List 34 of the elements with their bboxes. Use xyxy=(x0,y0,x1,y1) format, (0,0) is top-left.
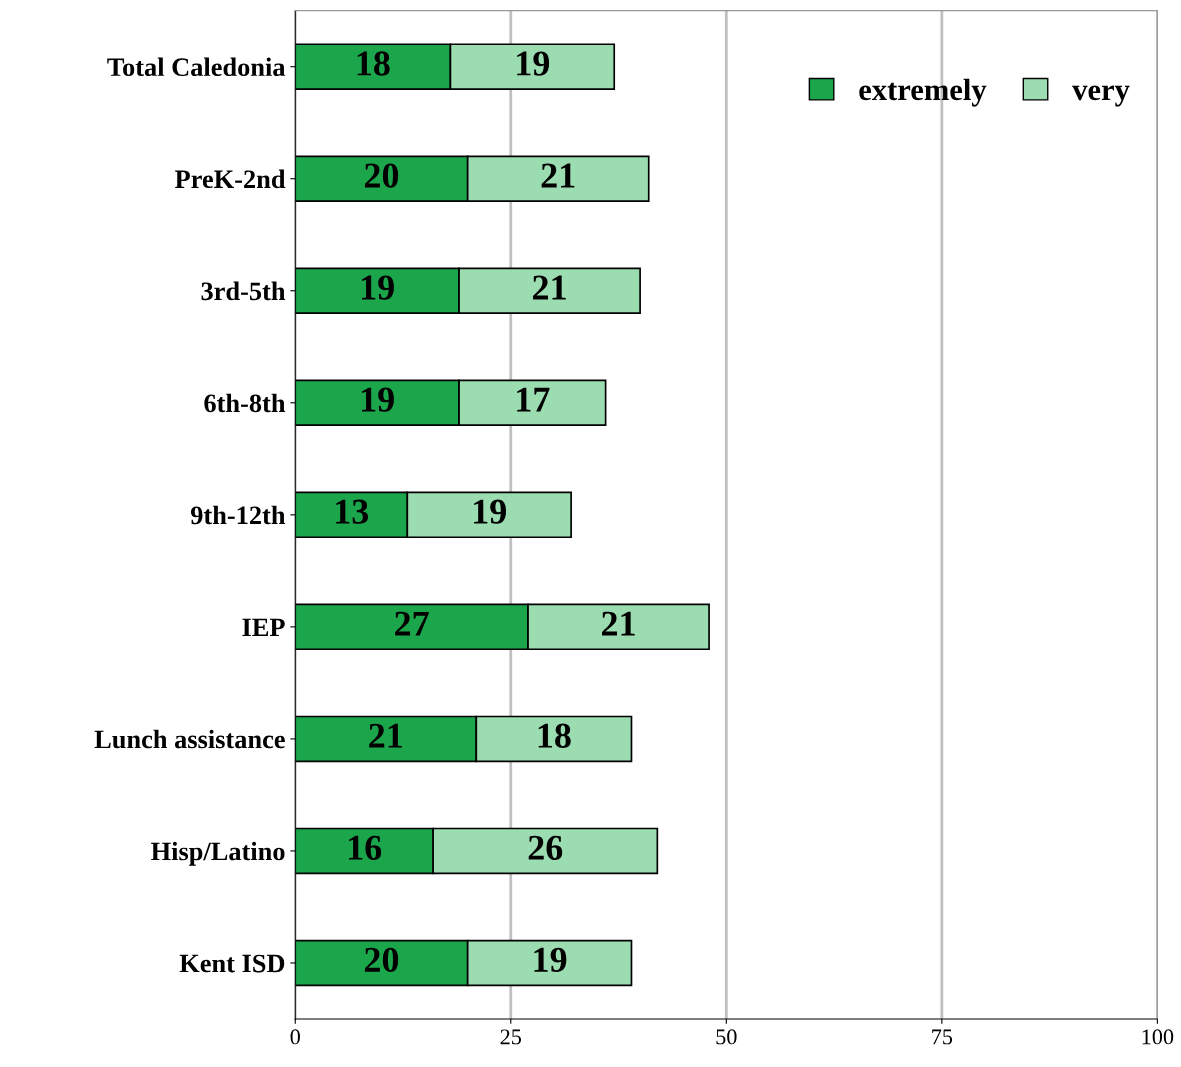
data-label: 18 xyxy=(357,51,390,76)
data-label: 19 xyxy=(517,51,550,76)
data-label: 19 xyxy=(361,387,394,412)
x-tick-label: 75 xyxy=(932,1029,953,1045)
data-label: 13 xyxy=(336,499,369,524)
x-tick-label: 0 xyxy=(290,1029,300,1045)
y-tick-label: Lunch assistance xyxy=(94,729,285,749)
y-tick-label: Hisp/Latino xyxy=(151,841,285,866)
y-tick-label: 3rd-5th xyxy=(201,281,286,301)
data-label: 19 xyxy=(361,275,394,300)
data-label: 17 xyxy=(517,387,550,412)
data-label: 21 xyxy=(369,723,402,748)
legend-label: extremely xyxy=(859,78,987,107)
data-label: 27 xyxy=(395,611,429,636)
data-label: 16 xyxy=(349,835,382,860)
y-tick-label: 9th-12th xyxy=(190,505,286,525)
y-tick-label: 6th-8th xyxy=(204,393,286,413)
x-tick-label: 25 xyxy=(500,1029,522,1045)
data-label: 21 xyxy=(602,611,635,636)
legend-label: very xyxy=(1072,85,1130,107)
data-label: 19 xyxy=(534,947,567,973)
x-tick-label: 100 xyxy=(1142,1029,1174,1045)
data-label: 20 xyxy=(364,947,399,973)
data-label: 26 xyxy=(528,835,563,860)
data-label: 20 xyxy=(364,163,399,188)
y-tick-label: Total Caledonia xyxy=(107,57,286,77)
data-label: 19 xyxy=(474,499,506,524)
y-tick-label: Kent ISD xyxy=(179,954,285,973)
data-label: 18 xyxy=(538,723,571,748)
y-tick-label: IEP xyxy=(242,618,285,637)
y-tick-label: PreK-2nd xyxy=(175,169,286,189)
data-label: 21 xyxy=(541,163,575,188)
data-label: 21 xyxy=(533,275,566,300)
x-tick-label: 50 xyxy=(716,1029,737,1045)
